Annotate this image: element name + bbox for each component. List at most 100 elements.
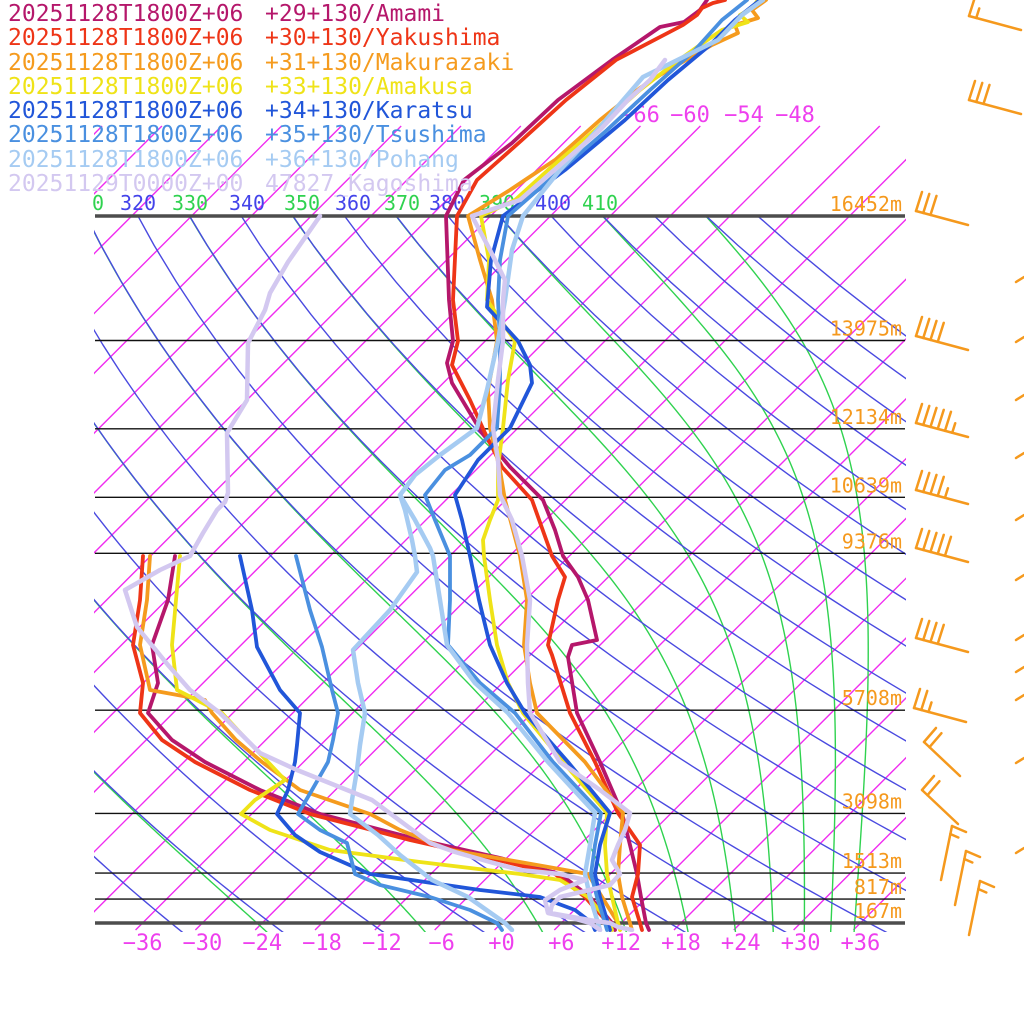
wind-barb-3-tick: [921, 471, 931, 494]
dry-adiabat-350: [291, 215, 906, 742]
legend-row-4: 20251128T1800Z+06 +34+130/Karatsu: [8, 99, 514, 124]
legend-station: +33+130/Amakusa: [265, 73, 473, 100]
legend-row-3: 20251128T1800Z+06 +33+130/Amakusa: [8, 73, 514, 100]
chart-label: 817m: [854, 875, 902, 899]
wind-barb-5-tick: [929, 621, 938, 644]
wind-barb-2-halftick: [950, 421, 957, 434]
legend-station: +29+130/Amami: [265, 1, 446, 27]
chart-label: 1513m: [842, 849, 902, 873]
wind-barb-1-tick: [929, 319, 938, 342]
legend-time: 20251128T1800Z+06: [8, 25, 244, 52]
wind-barb-8-tick: [920, 774, 936, 792]
moist-adiabat-430: [705, 215, 869, 932]
edge-barb-dash-8: [1014, 693, 1024, 702]
dry-adiabat-230: [0, 203, 93, 941]
isotherm-0: [494, 517, 906, 931]
chart-label: 850: [41, 859, 88, 889]
dry-adiabat-280: [94, 511, 586, 932]
chart-label: 5708m: [842, 686, 902, 710]
legend-row-1: 20251128T1800Z+06 +30+130/Yakushima: [8, 25, 514, 52]
chart-label: 100: [41, 202, 88, 232]
sounding-temperature-Kagoshima: [469, 57, 668, 932]
edge-barb-dash-0: [1014, 275, 1024, 284]
chart-label: 13975m: [830, 316, 902, 340]
dry-adiabat-360: [342, 215, 906, 694]
wind-barb-12-halftick: [974, 7, 981, 20]
isotherm-24: [733, 756, 906, 931]
chart-label: 360: [335, 191, 371, 215]
chart-label: 200: [41, 415, 88, 445]
wind-barb-0-tick: [929, 194, 938, 217]
sounding-dewpoint-Tsushima: [294, 554, 504, 932]
edge-barb-dash-7: [1014, 665, 1024, 674]
wind-barb-8-tick: [926, 779, 941, 797]
wind-barb-10-tick: [964, 849, 982, 859]
dry-adiabat-370: [394, 215, 906, 647]
wind-barb-6-tick: [919, 689, 929, 712]
chart-label: +0: [488, 931, 515, 956]
chart-label: 300: [41, 539, 88, 569]
dry-adiabat-260: [94, 684, 385, 932]
isotherm--96: [94, 125, 342, 375]
dry-adiabat-290: [94, 421, 687, 932]
sounding-dewpoint-Amami: [146, 554, 617, 932]
chart-label: −12: [362, 931, 402, 956]
sounding-dewpoint-Pohang: [347, 492, 515, 932]
isotherm-12: [613, 637, 906, 931]
isotherm--78: [94, 125, 522, 554]
isotherm--114: [94, 125, 163, 195]
edge-barb-dash-4: [1014, 513, 1024, 522]
wind-barb-5-tick: [936, 623, 945, 646]
chart-label: 16452m: [830, 192, 902, 216]
wind-barb-3-tick: [914, 469, 924, 492]
moist-adiabat-410: [601, 215, 837, 932]
wind-barb-11-tick: [978, 879, 996, 889]
edge-barb-dash-9: [1014, 756, 1024, 765]
wind-barb-2-tick: [914, 402, 924, 425]
wind-barb-1-tick: [921, 317, 931, 340]
wind-barb-4-tick: [943, 535, 953, 558]
isotherm--54: [94, 125, 761, 794]
dry-adiabat-400: [549, 215, 906, 511]
isotherm--18: [314, 338, 906, 931]
isotherm--36: [135, 158, 906, 931]
chart-label: 340: [229, 191, 265, 215]
chart-label: 925: [41, 885, 88, 915]
chart-label: 320: [120, 191, 156, 215]
wind-barb-3: [914, 488, 970, 506]
isotherm--30: [194, 218, 906, 931]
edge-barb-dash-1: [1014, 335, 1024, 344]
legend-station: +36+130/Pohang: [265, 146, 459, 173]
sounding-temperature-Tsushima: [423, 0, 749, 932]
chart-label: +24: [721, 931, 761, 956]
edge-barb-dash-6: [1014, 633, 1024, 642]
dry-adiabat-320: [136, 215, 906, 892]
wind-barb-4-tick: [929, 531, 938, 554]
chart-label: +6: [548, 931, 575, 956]
wind-barb-3-tick: [929, 473, 938, 496]
wind-barb-2: [914, 421, 970, 439]
wind-barb-6: [912, 706, 968, 724]
wind-barb-6-halftick: [927, 701, 933, 714]
wind-barb-7-tick: [922, 726, 938, 744]
chart-label: 330: [172, 191, 208, 215]
wind-barb-10-halftick: [963, 857, 974, 864]
isotherm--108: [94, 125, 223, 255]
legend-row-0: 20251128T1800Z+06 +29+130/Amami: [8, 1, 514, 27]
moist-adiabat-270: [94, 598, 427, 932]
edge-barb-dash-3: [1014, 451, 1024, 460]
wind-barb-2-tick: [943, 410, 953, 433]
legend-row-7: 20251129T0000Z+00 47827_Kagoshima: [8, 172, 514, 197]
isotherm-30: [793, 816, 906, 931]
edge-barb-dash-5: [1014, 573, 1024, 582]
legend-station: +31+130/Makurazaki: [265, 49, 515, 76]
wind-barb-2-tick: [921, 404, 931, 427]
isotherm--84: [94, 125, 462, 495]
isotherm--24: [254, 278, 906, 931]
wind-barb-9-halftick: [949, 832, 960, 839]
sounding-dewpoint-Amakusa: [170, 554, 614, 932]
wind-barb-2-tick: [936, 408, 945, 431]
wind-barb-1-tick: [936, 321, 945, 344]
legend-time: 20251128T1800Z+06: [8, 146, 244, 173]
